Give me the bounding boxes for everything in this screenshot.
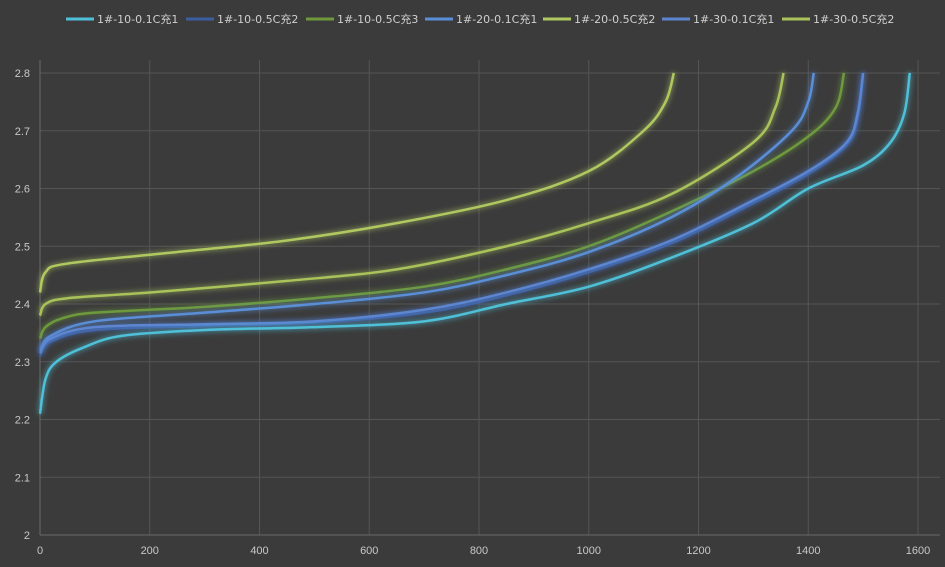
y-tick-label: 2.3: [15, 357, 30, 369]
legend-label: 1#-30-0.5C充2: [813, 12, 894, 26]
series-line: [38, 72, 785, 317]
legend-label: 1#-10-0.1C充1: [97, 12, 178, 26]
legend-label: 1#-20-0.1C充1: [456, 12, 537, 26]
gridlines: [39, 60, 940, 536]
legend-label: 1#-30-0.1C充1: [693, 12, 774, 26]
series-line: [38, 72, 815, 351]
series-line: [38, 72, 865, 354]
series-line: [38, 72, 676, 293]
axes: 0 200 400 600 800 1000 1200 1400 1600 2 2.1 2.2 2.3 2…: [15, 60, 940, 557]
y-tick-label: 2.6: [15, 184, 30, 196]
x-tick-label: 1000: [577, 545, 601, 557]
series-line: [38, 72, 912, 414]
x-tick-label: 1400: [796, 545, 820, 557]
series-line: [38, 72, 846, 340]
series-line: [38, 72, 865, 357]
x-tick-label: 200: [141, 545, 159, 557]
x-tick-label: 600: [360, 545, 378, 557]
y-tick-label: 2.1: [15, 472, 30, 484]
y-tick-label: 2: [24, 530, 30, 542]
y-tick-label: 2.4: [15, 299, 30, 311]
legend-label: 1#-10-0.5C充2: [217, 12, 298, 26]
y-tick-label: 2.5: [15, 241, 30, 253]
x-tick-label: 800: [470, 545, 488, 557]
x-tick-label: 0: [37, 545, 43, 557]
x-tick-label: 1600: [906, 545, 930, 557]
series-lines: [38, 72, 912, 414]
y-tick-label: 2.7: [15, 126, 30, 138]
x-tick-label: 1200: [686, 545, 710, 557]
legend-label: 1#-10-0.5C充3: [337, 12, 418, 26]
legend: 1#-10-0.1C充1 1#-10-0.5C充2 1#-10-0.5C充3 1#-2…: [66, 12, 894, 26]
y-tick-label: 2.2: [15, 415, 30, 427]
y-tick-label: 2.8: [15, 68, 30, 80]
x-tick-label: 400: [250, 545, 268, 557]
legend-label: 1#-20-0.5C充2: [574, 12, 655, 26]
